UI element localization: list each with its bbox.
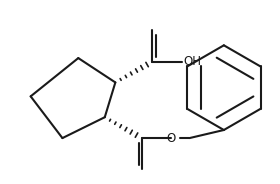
Text: O: O xyxy=(166,132,176,145)
Text: OH: OH xyxy=(183,55,201,68)
